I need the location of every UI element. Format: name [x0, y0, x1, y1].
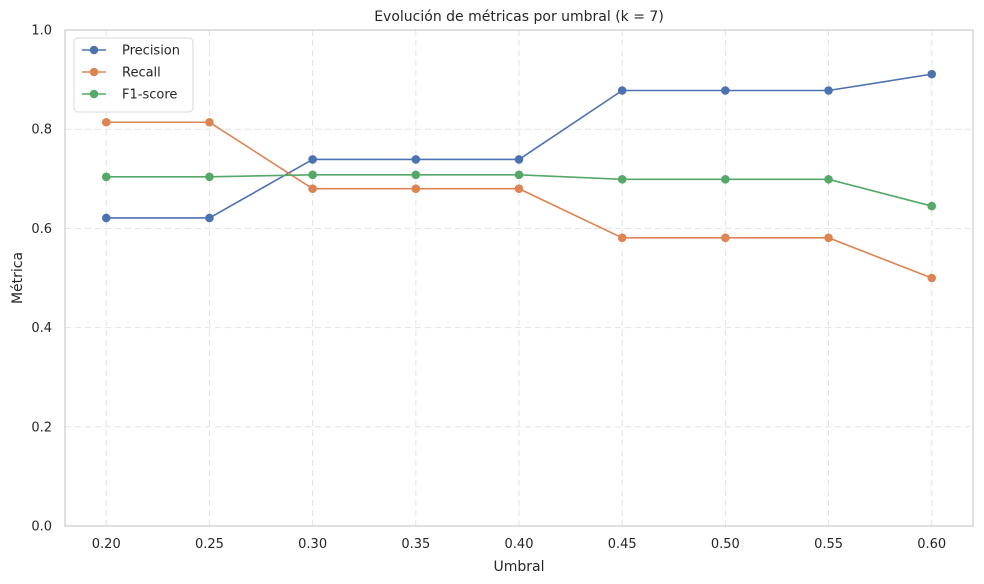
series-recall	[101, 117, 937, 283]
legend-item-recall: Recall	[82, 66, 161, 81]
data-point-recall	[824, 233, 833, 243]
data-point-f1-score	[514, 170, 524, 180]
y-tick-label: 1.0	[31, 24, 52, 39]
data-point-f1-score	[824, 174, 833, 184]
data-point-f1-score	[617, 174, 627, 184]
x-tick-label: 0.35	[401, 537, 430, 552]
data-point-recall	[205, 117, 214, 127]
y-tick-label: 0.4	[31, 321, 52, 336]
data-point-recall	[101, 117, 111, 127]
legend: Precision Recall F1-score	[73, 37, 194, 113]
legend-item-f1-score: F1-score	[82, 88, 177, 103]
data-point-recall	[721, 233, 730, 243]
grid	[65, 30, 973, 526]
data-point-precision	[101, 213, 111, 223]
data-point-precision	[721, 86, 730, 95]
data-point-precision	[205, 213, 214, 223]
data-point-precision	[308, 155, 317, 164]
data-point-f1-score	[205, 172, 214, 182]
x-tick-label: 0.60	[917, 537, 946, 552]
data-point-f1-score	[721, 174, 730, 184]
x-tick-label: 0.20	[92, 537, 121, 552]
x-axis-label: Umbral	[494, 559, 545, 575]
legend-marker	[89, 45, 99, 55]
data-point-precision	[514, 155, 524, 164]
data-point-recall	[308, 184, 317, 194]
data-point-f1-score	[308, 170, 317, 180]
x-tick-label: 0.45	[608, 537, 637, 552]
x-tick-label: 0.30	[298, 537, 327, 552]
y-tick-label: 0.2	[31, 420, 52, 435]
series-f1-score	[101, 170, 937, 211]
x-tick-label: 0.50	[711, 537, 740, 552]
data-point-f1-score	[101, 172, 111, 182]
data-point-precision	[411, 155, 421, 164]
chart-title: Evolución de métricas por umbral (k = 7)	[374, 9, 664, 25]
data-point-f1-score	[411, 170, 421, 180]
data-point-f1-score	[927, 201, 937, 211]
data-point-recall	[617, 233, 627, 243]
y-tick-label: 0.0	[31, 520, 52, 535]
legend-label: Recall	[122, 66, 161, 81]
legend-label: Precision	[122, 44, 180, 59]
y-tick-label: 0.6	[31, 222, 52, 237]
data-point-recall	[514, 184, 524, 194]
x-tick-label: 0.25	[195, 537, 224, 552]
data-point-precision	[617, 86, 627, 95]
data-point-precision	[927, 69, 937, 79]
y-tick-label: 0.8	[31, 123, 52, 138]
legend-label: F1-score	[122, 88, 177, 103]
data-point-recall	[411, 184, 421, 194]
data-point-recall	[927, 273, 937, 283]
series-layer	[101, 69, 937, 283]
x-axis-ticks: 0.20 0.25 0.30 0.35 0.40 0.45 0.50 0.55 0.60	[92, 537, 946, 552]
data-point-precision	[824, 86, 833, 95]
y-axis-ticks: 0.0 0.2 0.4 0.6 0.8 1.0	[31, 24, 52, 535]
y-axis-label: Métrica	[10, 252, 26, 304]
x-tick-label: 0.40	[505, 537, 534, 552]
legend-marker	[89, 89, 99, 99]
series-precision	[101, 69, 937, 223]
legend-marker	[89, 67, 99, 77]
legend-item-precision: Precision	[82, 44, 180, 59]
x-tick-label: 0.55	[814, 537, 843, 552]
plot-frame	[64, 29, 974, 527]
